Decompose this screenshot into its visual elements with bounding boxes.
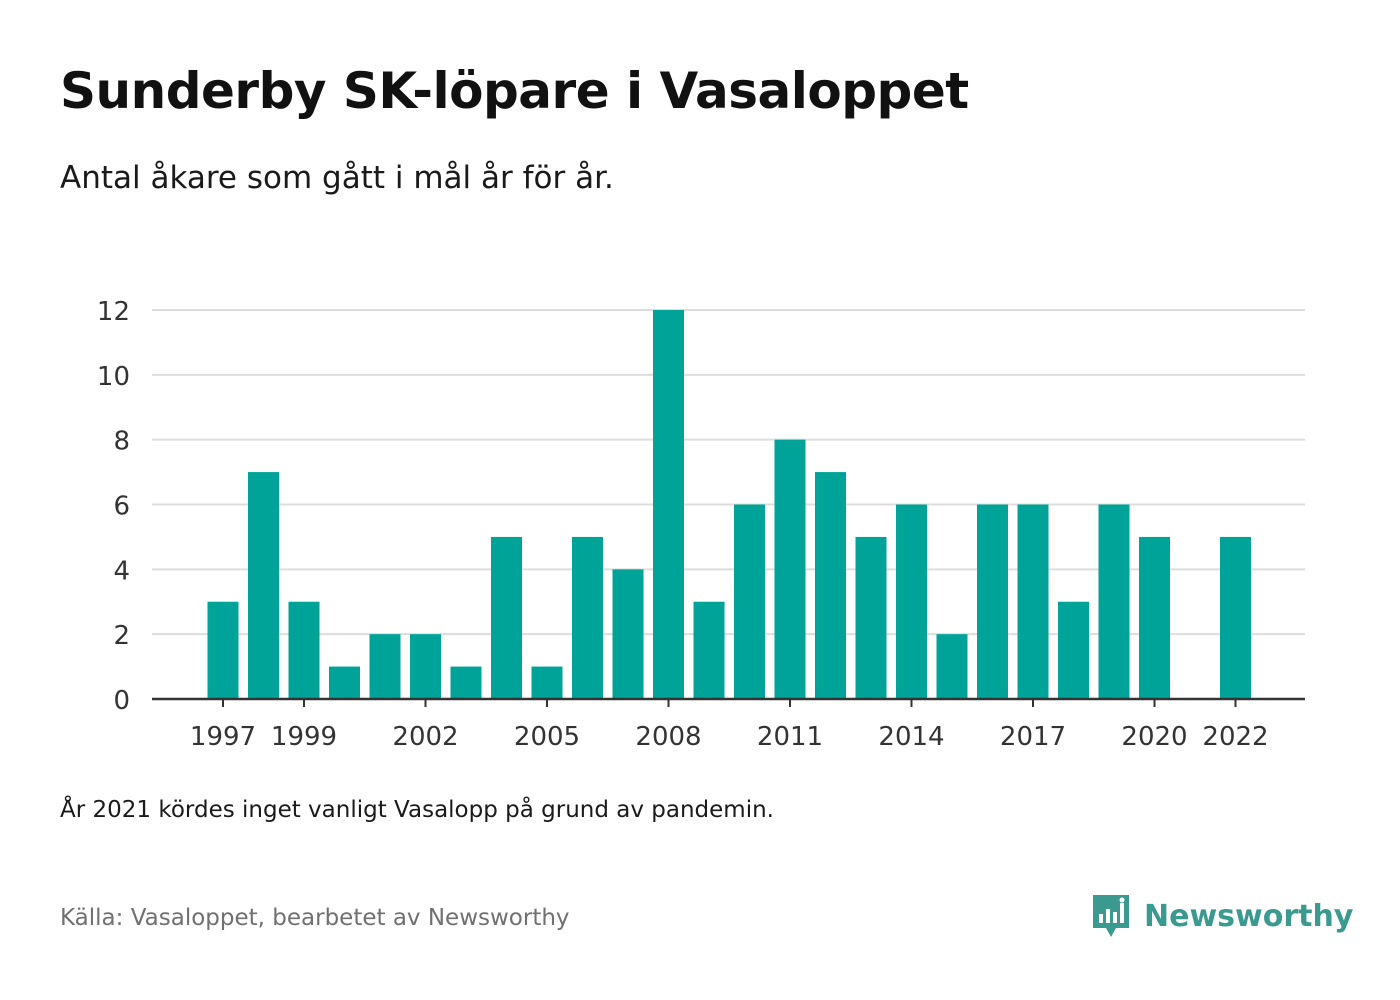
bar-2008 xyxy=(653,310,684,699)
chart-note: År 2021 kördes inget vanligt Vasalopp på… xyxy=(60,797,774,823)
bar-2010 xyxy=(734,504,765,699)
brand-name: Newsworthy xyxy=(1144,898,1354,934)
bar-chart: 0 2 4 6 8 10 12 1997 1999 2002 2005 2008 2011 2014 201… xyxy=(97,297,1305,752)
x-tick-label: 2002 xyxy=(392,722,458,752)
bar-2013 xyxy=(855,536,887,699)
bar-2020 xyxy=(1139,536,1170,699)
y-tick-label: 2 xyxy=(113,621,130,651)
x-tick-label: 2017 xyxy=(1000,722,1066,752)
y-tick-label: 6 xyxy=(113,492,130,522)
y-tick-label: 8 xyxy=(113,427,130,457)
bar-2000 xyxy=(329,666,360,699)
x-tick-label: 2014 xyxy=(878,722,944,752)
bar-1997 xyxy=(207,601,239,699)
bar-2005 xyxy=(531,666,563,699)
bar-2003 xyxy=(450,666,482,699)
bar-2019 xyxy=(1098,504,1130,699)
bar-2004 xyxy=(491,536,522,699)
y-tick-label: 4 xyxy=(113,556,130,586)
newsworthy-brand[interactable]: Newsworthy xyxy=(1090,892,1353,940)
y-tick-label: 10 xyxy=(97,362,130,392)
chart-subtitle: Antal åkare som gått i mål år för år. xyxy=(60,160,614,196)
x-tick-label: 2008 xyxy=(635,722,701,752)
bar-2001 xyxy=(369,634,401,699)
bar-2006 xyxy=(572,536,603,699)
y-tick-label: 12 xyxy=(97,297,130,327)
chart-title: Sunderby SK-löpare i Vasaloppet xyxy=(60,62,969,120)
y-tick-label: 0 xyxy=(113,686,130,716)
bar-2012 xyxy=(815,472,846,699)
bar-2015 xyxy=(936,634,968,699)
x-tick-label: 1997 xyxy=(190,722,256,752)
x-tick-label: 1999 xyxy=(271,722,337,752)
x-tick-label: 2022 xyxy=(1202,722,1268,752)
source-credit: Källa: Vasaloppet, bearbetet av Newswort… xyxy=(60,905,570,931)
bar-2002 xyxy=(410,634,441,699)
bar-2017 xyxy=(1017,504,1049,699)
x-tick-label: 2011 xyxy=(757,722,823,752)
bar-1998 xyxy=(248,472,279,699)
bar-2009 xyxy=(693,601,725,699)
bar-2022 xyxy=(1220,536,1251,699)
bar-2007 xyxy=(612,569,644,699)
bar-2018 xyxy=(1058,601,1089,699)
newsworthy-logo-icon xyxy=(1093,895,1129,937)
x-tick-label: 2005 xyxy=(514,722,580,752)
bar-2014 xyxy=(896,504,927,699)
bar-2011 xyxy=(774,439,806,699)
x-tick-label: 2020 xyxy=(1121,722,1187,752)
bar-1999 xyxy=(288,601,320,699)
bar-2016 xyxy=(977,504,1008,699)
